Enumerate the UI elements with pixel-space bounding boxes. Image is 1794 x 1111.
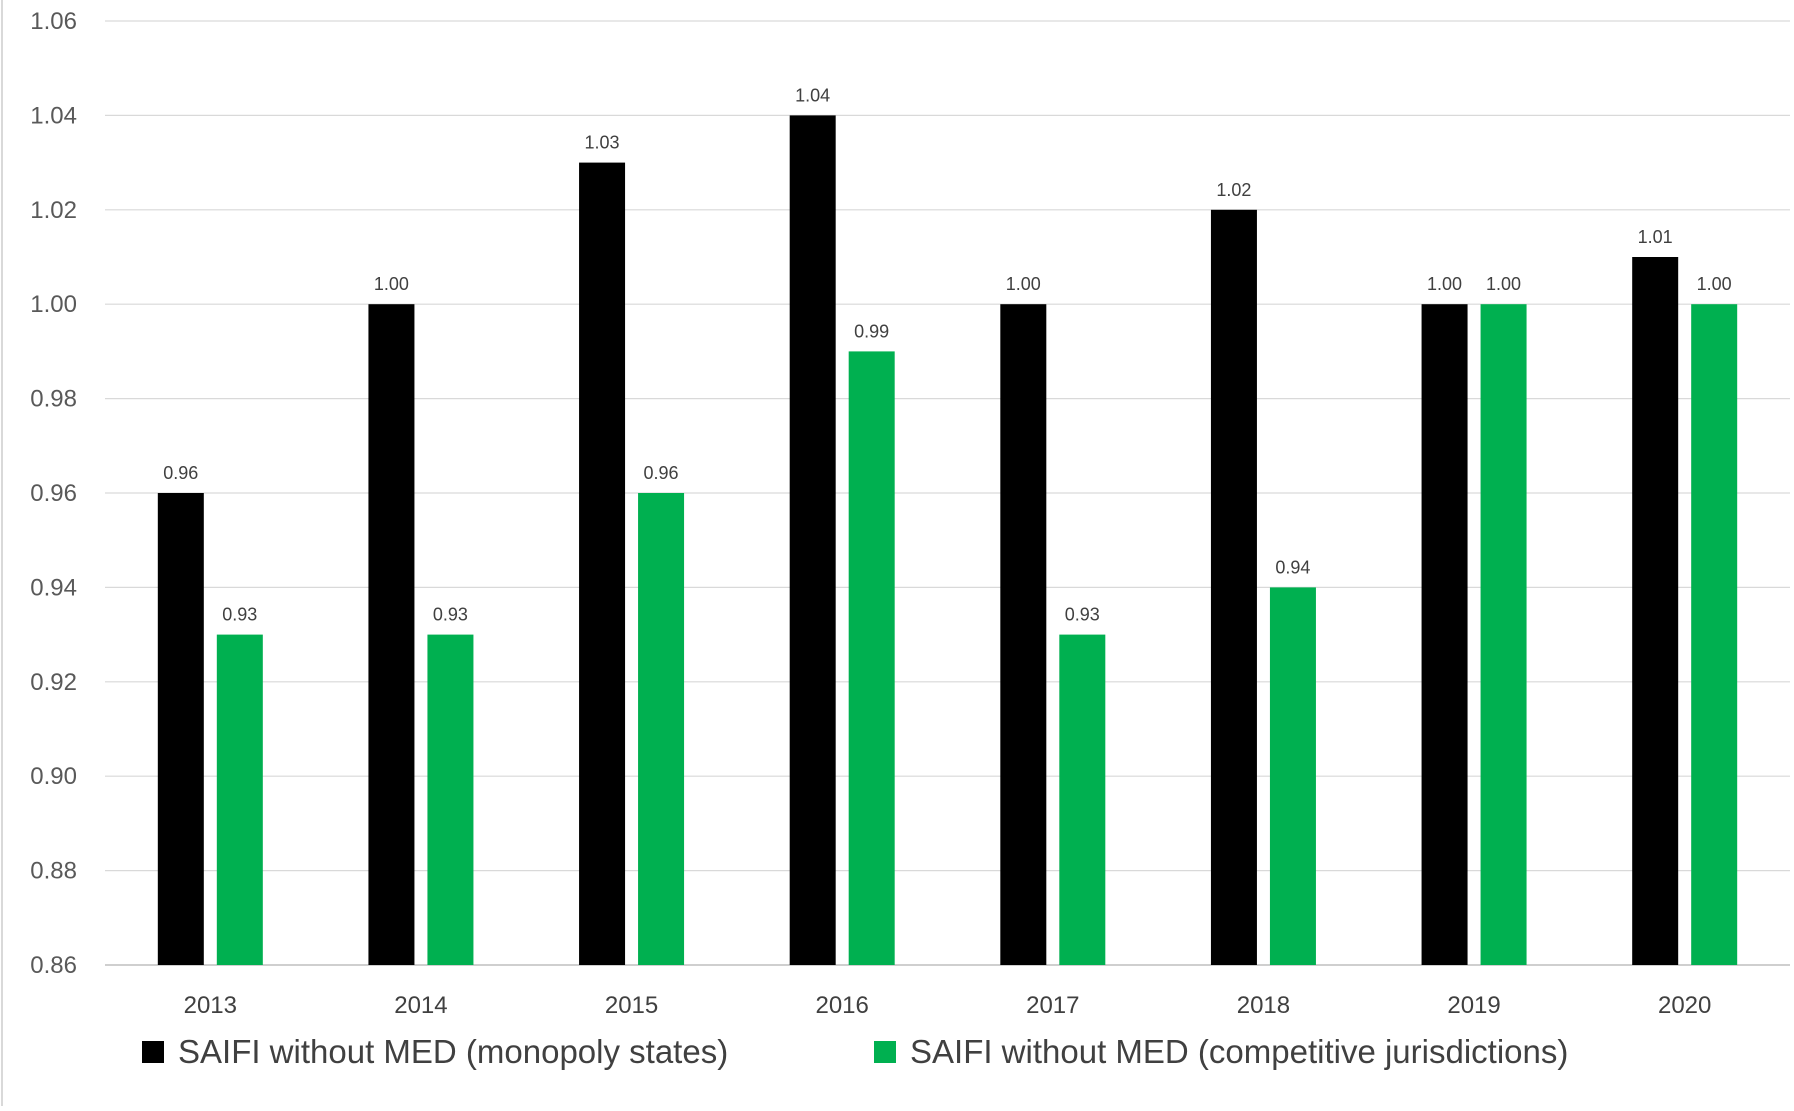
- legend-swatch-competitive: [874, 1041, 896, 1063]
- bar-monopoly-2013: [157, 493, 204, 965]
- y-tick-label: 1.02: [30, 197, 77, 224]
- data-label: 0.93: [222, 605, 257, 625]
- data-label: 0.96: [163, 463, 198, 483]
- y-tick-label: 1.04: [30, 102, 77, 129]
- data-label: 0.96: [644, 463, 679, 483]
- data-label: 1.00: [1006, 274, 1041, 294]
- data-label: 0.99: [854, 321, 889, 341]
- x-tick-label: 2019: [1447, 992, 1500, 1019]
- legend-label-monopoly: SAIFI without MED (monopoly states): [178, 1033, 728, 1070]
- y-tick-label: 0.88: [30, 858, 77, 885]
- data-label: 1.04: [795, 85, 830, 105]
- data-label: 1.01: [1638, 227, 1673, 247]
- y-tick-label: 0.96: [30, 480, 77, 507]
- data-label: 0.93: [433, 605, 468, 625]
- x-axis-ticks: 2013 2014 2015 2016 2017 2018 2019 2020: [184, 992, 1712, 1019]
- data-label: 0.93: [1065, 605, 1100, 625]
- y-tick-label: 1.00: [30, 291, 77, 318]
- data-label: 1.02: [1216, 180, 1251, 200]
- bar-competitive-2015: [638, 493, 685, 965]
- bar-competitive-2013: [216, 634, 263, 965]
- legend: SAIFI without MED (monopoly states) SAIFI…: [142, 1033, 1568, 1070]
- y-axis-ticks: 0.86 0.88 0.90 0.92 0.94 0.96 0.98 1.00 1.02 1.04…: [30, 8, 77, 979]
- x-tick-label: 2017: [1026, 992, 1079, 1019]
- bar-monopoly-2018: [1210, 209, 1257, 966]
- bar-monopoly-2014: [368, 304, 415, 965]
- y-tick-label: 0.86: [30, 952, 77, 979]
- data-labels: 0.96 0.93 1.00 0.93 1.03 0.96 1.04 0.99 1.00 0.93…: [163, 85, 1731, 624]
- y-tick-label: 0.92: [30, 669, 77, 696]
- bar-monopoly-2020: [1632, 257, 1679, 965]
- legend-swatch-monopoly: [142, 1041, 164, 1063]
- y-tick-label: 1.06: [30, 8, 77, 35]
- x-tick-label: 2013: [184, 992, 237, 1019]
- y-tick-label: 0.98: [30, 386, 77, 413]
- bar-competitive-2017: [1059, 634, 1106, 965]
- bar-competitive-2020: [1691, 304, 1738, 965]
- x-tick-label: 2014: [394, 992, 447, 1019]
- bar-monopoly-2016: [789, 115, 836, 965]
- data-label: 1.00: [1427, 274, 1462, 294]
- data-label: 1.00: [374, 274, 409, 294]
- x-tick-label: 2015: [605, 992, 658, 1019]
- data-label: 1.00: [1486, 274, 1521, 294]
- bar-competitive-2014: [427, 634, 474, 965]
- x-tick-label: 2020: [1658, 992, 1711, 1019]
- legend-label-competitive: SAIFI without MED (competitive jurisdict…: [910, 1033, 1568, 1070]
- x-tick-label: 2016: [815, 992, 868, 1019]
- bar-monopoly-2019: [1421, 304, 1468, 965]
- y-tick-label: 0.90: [30, 763, 77, 790]
- x-tick-label: 2018: [1237, 992, 1290, 1019]
- bar-competitive-2016: [848, 351, 895, 965]
- data-label: 1.03: [585, 133, 620, 153]
- bar-competitive-2018: [1269, 587, 1316, 965]
- bars: [157, 115, 1738, 966]
- bar-monopoly-2015: [579, 162, 626, 966]
- y-tick-label: 0.94: [30, 574, 77, 601]
- data-label: 0.94: [1275, 557, 1310, 577]
- data-label: 1.00: [1697, 274, 1732, 294]
- bar-competitive-2019: [1480, 304, 1527, 965]
- bar-monopoly-2017: [1000, 304, 1047, 965]
